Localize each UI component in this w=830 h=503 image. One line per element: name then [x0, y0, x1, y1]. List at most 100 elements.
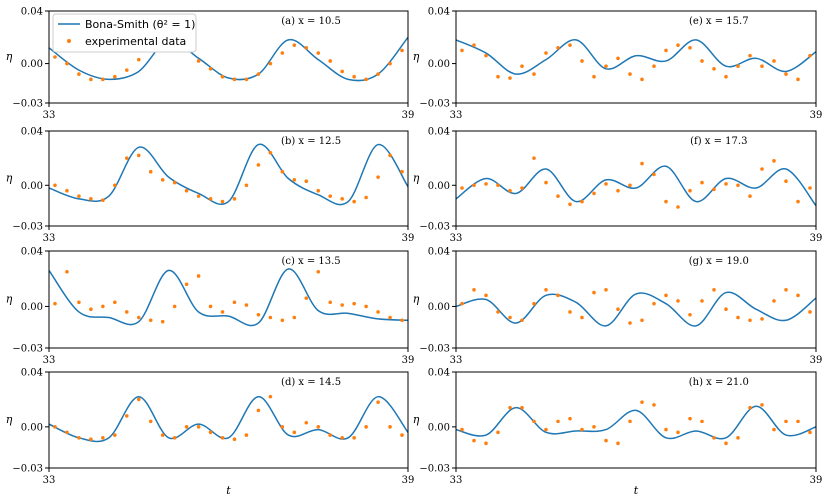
data-point — [784, 419, 788, 424]
y-tick-label: −0.03 — [12, 464, 43, 475]
data-point — [544, 288, 548, 292]
data-point — [580, 59, 584, 63]
x-tick-label: 33 — [450, 475, 463, 486]
data-point — [316, 269, 321, 274]
data-point — [316, 188, 321, 193]
data-point — [352, 436, 356, 440]
data-point — [484, 182, 488, 186]
data-point — [400, 169, 404, 174]
data-point — [592, 74, 596, 79]
data-point — [616, 307, 620, 312]
data-point — [748, 318, 752, 323]
data-point — [101, 198, 105, 203]
data-point — [496, 74, 500, 79]
data-point — [244, 183, 249, 188]
data-point — [688, 46, 692, 50]
data-point — [65, 430, 69, 435]
data-point — [568, 310, 572, 314]
data-point — [712, 187, 716, 192]
x-tick-label: 39 — [810, 355, 823, 366]
data-point — [316, 425, 321, 429]
data-point — [724, 182, 728, 186]
data-point — [640, 318, 644, 323]
data-point — [592, 425, 596, 429]
data-point — [568, 416, 572, 421]
data-point — [220, 74, 225, 79]
data-point — [244, 303, 249, 307]
legend-box — [52, 13, 197, 53]
data-point — [77, 436, 81, 440]
data-point — [388, 153, 392, 158]
data-point — [676, 299, 680, 303]
data-point — [340, 69, 344, 74]
data-point — [532, 72, 536, 76]
data-point — [376, 175, 380, 179]
model-curve — [456, 165, 816, 207]
data-point — [664, 199, 668, 204]
data-point — [148, 169, 153, 174]
panel-b: −0.03 0.00 0.04 33 39 η (b) x = 12.5 — [6, 127, 415, 245]
axes-frame — [48, 130, 409, 227]
data-point — [256, 312, 261, 317]
y-tick-label: 0.04 — [428, 127, 450, 138]
data-point — [652, 64, 656, 68]
data-point — [556, 46, 560, 50]
axes-frame — [455, 130, 817, 227]
data-point — [532, 156, 536, 160]
data-point — [160, 178, 165, 182]
data-point — [472, 438, 476, 443]
x-tick-label: 39 — [810, 110, 823, 121]
y-tick-label: 0.00 — [21, 59, 43, 70]
data-point — [808, 430, 812, 435]
data-point — [268, 315, 273, 320]
y-tick-label: −0.03 — [12, 222, 43, 233]
data-point — [101, 436, 105, 440]
x-tick-label: 33 — [43, 110, 56, 121]
data-point — [772, 427, 776, 432]
model-curve — [49, 395, 408, 443]
data-point — [604, 438, 608, 443]
data-point — [484, 441, 488, 446]
model-curve — [456, 39, 816, 75]
x-tick-label: 39 — [810, 475, 823, 486]
y-tick-label: 0.04 — [428, 247, 450, 258]
data-point — [520, 186, 524, 190]
data-point — [328, 433, 333, 437]
data-point — [460, 301, 464, 306]
x-tick-label: 33 — [450, 110, 463, 121]
data-point — [268, 394, 273, 399]
data-point — [496, 183, 500, 188]
data-point — [101, 304, 105, 309]
data-point — [664, 427, 668, 432]
data-point — [736, 183, 740, 188]
panel-a: −0.03 0.00 0.04 33 39 η (a) x = 10.5 — [6, 7, 415, 122]
y-tick-label: −0.03 — [419, 222, 450, 233]
data-point — [772, 159, 776, 163]
data-point — [568, 43, 572, 47]
data-point — [136, 397, 141, 402]
data-point — [232, 437, 237, 442]
data-point — [520, 405, 524, 410]
panel-d: −0.03 0.00 0.04 33 39 η (d) x = 14.5 — [6, 368, 415, 487]
data-point — [136, 57, 141, 62]
data-point — [292, 430, 297, 435]
panel-title: (f) x = 17.3 — [690, 136, 747, 147]
data-point — [508, 315, 512, 320]
data-point — [304, 46, 309, 50]
data-point — [496, 310, 500, 314]
data-point — [652, 172, 656, 177]
data-point — [616, 441, 620, 446]
data-point — [340, 436, 344, 440]
data-point — [340, 303, 344, 307]
data-point — [328, 194, 333, 198]
data-point — [220, 436, 225, 440]
data-point — [208, 67, 213, 71]
data-point — [664, 293, 668, 298]
panel-c: −0.03 0.00 0.04 33 39 η (c) x = 13.5 — [6, 247, 415, 367]
data-point — [220, 310, 225, 314]
data-point — [364, 77, 368, 82]
x-tick-label: 39 — [810, 233, 823, 244]
data-point — [208, 430, 213, 435]
data-point — [556, 194, 560, 198]
